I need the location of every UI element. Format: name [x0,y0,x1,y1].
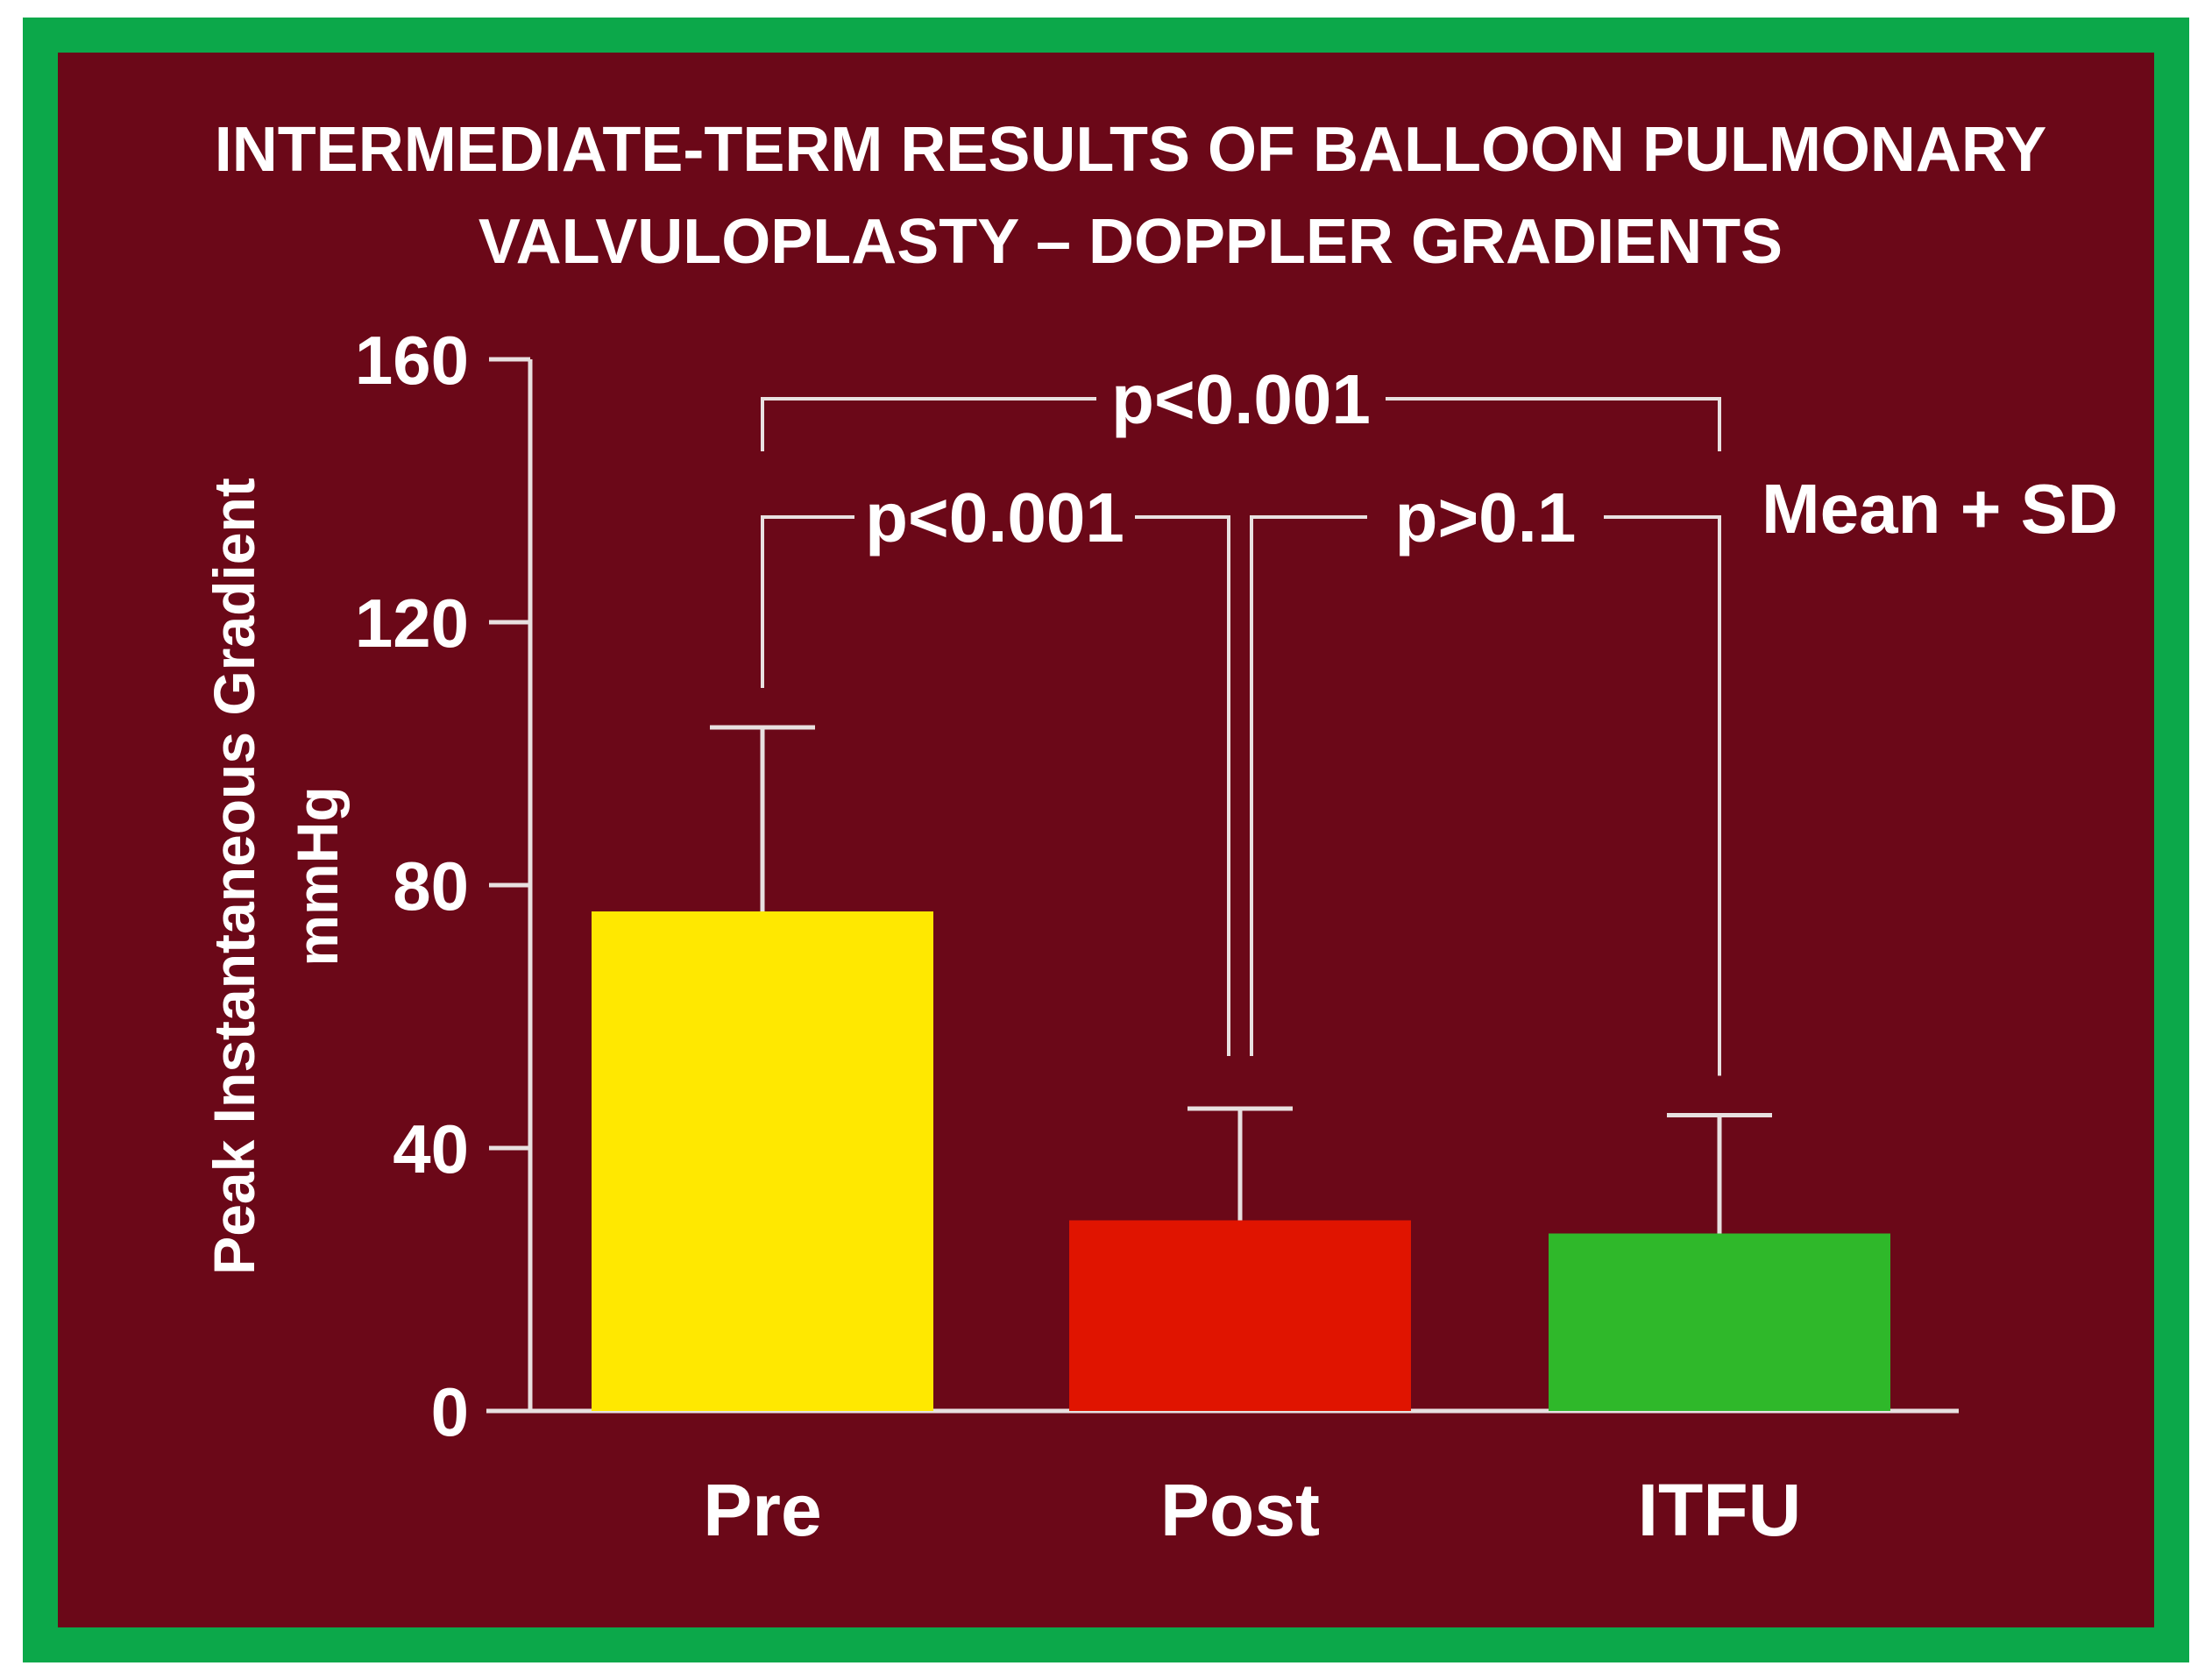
chart-title-line-1: INTERMEDIATE-TERM RESULTS OF BALLOON PUL… [215,115,2047,185]
p-value-label: p<0.001 [1111,360,1371,438]
chart-title-line-2: VALVULOPLASTY – DOPPLER GRADIENTS [479,207,1783,277]
category-label: Pre [703,1469,821,1551]
significance-brackets: p<0.001 p<0.001 p>0.1 [761,360,1721,1076]
p-value-label: p<0.001 [865,478,1124,556]
bracket-pre-post-right [1135,515,1230,1056]
y-axis-unit: mmHg [285,786,350,966]
bar-itfu [1549,1233,1890,1411]
legend-note: Mean + SD [1762,470,2118,548]
bar-pre [592,911,933,1411]
y-tick-label: 0 [431,1373,469,1450]
bar-post [1069,1220,1411,1411]
p-value-label: p>0.1 [1395,478,1577,556]
y-tick-label: 40 [393,1110,469,1187]
bars [592,911,1890,1411]
y-tick-label: 80 [393,847,469,925]
y-axis-label: Peak Instantaneous Gradient [202,478,266,1275]
category-labels: Pre Post ITFU [703,1469,1801,1551]
y-tick-label: 120 [355,585,469,662]
error-bars [710,725,1772,1234]
bracket-pre-post-left [761,515,854,688]
category-label: ITFU [1638,1469,1802,1551]
bracket-post-itfu-right [1604,515,1721,1076]
y-axis-title: Peak Instantaneous Gradient mmHg [202,478,350,1275]
bracket-post-itfu-left [1250,515,1367,1056]
bracket-pre-itfu-left [761,397,1096,451]
y-ticks: 0 40 80 120 160 [355,322,530,1450]
category-label: Post [1160,1469,1320,1551]
bracket-pre-itfu-right [1386,397,1721,451]
y-tick-label: 160 [355,322,469,399]
